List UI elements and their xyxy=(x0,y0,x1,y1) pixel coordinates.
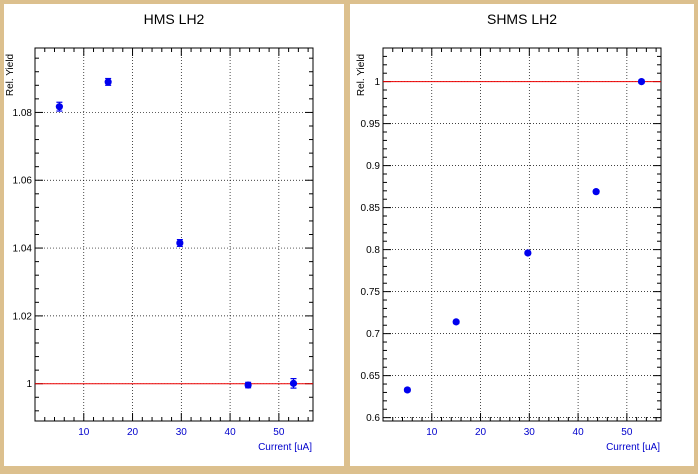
hms-x-tick-label: 40 xyxy=(225,427,237,438)
hms-x-axis-label: Current [uA] xyxy=(258,442,312,453)
shms-y-tick-label: 0.6 xyxy=(366,413,380,424)
hms-x-tick-label: 30 xyxy=(176,427,188,438)
shms-x-tick-label: 30 xyxy=(524,427,536,438)
shms-plot-frame xyxy=(382,47,662,422)
shms-y-axis-label: Rel. Yield xyxy=(356,54,367,96)
shms-y-tick-label: 0.8 xyxy=(366,245,380,256)
shms-x-tick-label: 50 xyxy=(621,427,633,438)
hms-x-tick-label: 10 xyxy=(78,427,90,438)
shms-y-tick-label: 0.85 xyxy=(361,203,381,214)
shms-plot-area: 10 20 30 40 50 0.6 0.65 0.7 0.75 0.8 0.85 0.9 0.95 1 xyxy=(361,47,662,438)
shms-panel-background xyxy=(350,4,694,466)
hms-y-tick-label: 1.06 xyxy=(13,176,33,187)
shms-y-tick-label: 1 xyxy=(374,77,380,88)
hms-y-tick-label: 1.08 xyxy=(13,108,33,119)
hms-y-tick-label: 1.04 xyxy=(13,244,33,255)
hms-data-point xyxy=(289,379,298,387)
hms-panel-background xyxy=(4,4,344,466)
hms-x-tick-label: 50 xyxy=(273,427,285,438)
shms-data-point xyxy=(637,78,646,86)
shms-y-tick-label: 0.75 xyxy=(361,287,381,298)
hms-data-point xyxy=(104,78,112,86)
hms-data-point xyxy=(55,103,63,111)
shms-y-tick-label: 0.65 xyxy=(361,371,381,382)
shms-y-tick-label: 0.95 xyxy=(361,119,381,130)
shms-x-axis-label: Current [uA] xyxy=(606,442,660,453)
hms-plot-area: 10 20 30 40 50 1 1.02 1.04 1.06 1.08 xyxy=(13,47,314,438)
shms-y-tick-label: 0.9 xyxy=(366,161,380,172)
shms-data-point xyxy=(452,318,460,326)
shms-data-point xyxy=(403,386,411,394)
shms-data-point xyxy=(524,249,532,257)
shms-chart-title: SHMS LH2 xyxy=(487,11,557,27)
hms-data-point xyxy=(176,239,184,247)
hms-data-point xyxy=(244,381,252,389)
shms-x-tick-label: 20 xyxy=(475,427,487,438)
hms-y-tick-label: 1 xyxy=(26,379,32,390)
shms-x-tick-label: 10 xyxy=(426,427,438,438)
hms-chart-title: HMS LH2 xyxy=(144,11,205,27)
hms-y-axis-label: Rel. Yield xyxy=(5,54,16,96)
hms-x-tick-label: 20 xyxy=(127,427,139,438)
shms-x-tick-label: 40 xyxy=(573,427,585,438)
shms-data-point xyxy=(592,188,600,196)
hms-y-tick-label: 1.02 xyxy=(13,311,33,322)
shms-y-tick-label: 0.7 xyxy=(366,329,380,340)
